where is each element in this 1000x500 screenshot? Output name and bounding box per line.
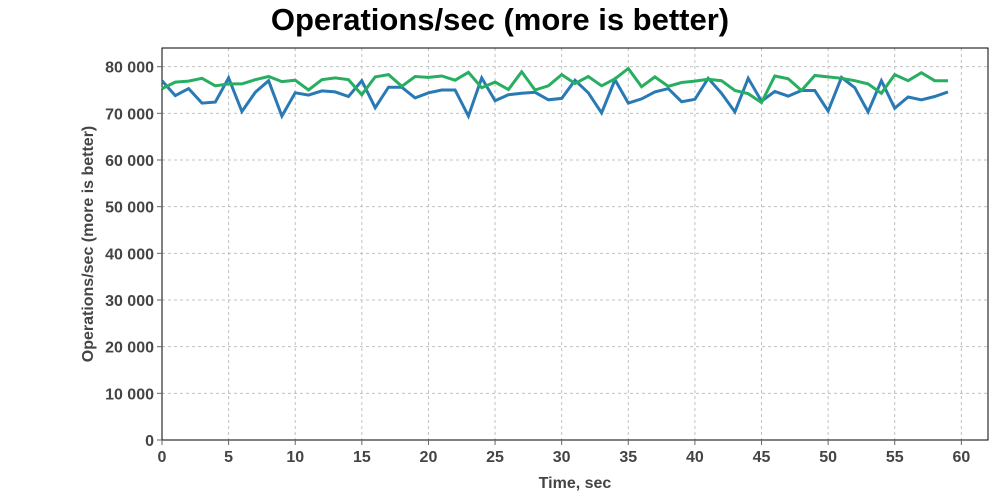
y-tick-label: 70 000 (105, 106, 154, 123)
y-tick-label: 60 000 (105, 153, 154, 170)
x-tick-label: 60 (952, 449, 970, 466)
x-tick-label: 50 (819, 449, 837, 466)
y-tick-label: 0 (145, 433, 154, 450)
y-tick-label: 20 000 (105, 340, 154, 357)
y-tick-label: 10 000 (105, 386, 154, 403)
y-tick-label: 80 000 (105, 60, 154, 77)
x-tick-label: 20 (420, 449, 438, 466)
x-tick-label: 10 (286, 449, 304, 466)
y-tick-label: 40 000 (105, 246, 154, 263)
x-tick-label: 0 (158, 449, 167, 466)
x-tick-label: 30 (553, 449, 571, 466)
x-tick-label: 15 (353, 449, 371, 466)
series-group (160, 66, 949, 120)
x-tick-label: 25 (486, 449, 504, 466)
axes: 0 10 000 20 000 30 000 40 000 50 000 60 000 70 … (105, 60, 970, 466)
y-tick-label: 30 000 (105, 293, 154, 310)
series-line-2 (161, 66, 948, 105)
x-tick-label: 5 (224, 449, 233, 466)
x-tick-label: 40 (686, 449, 704, 466)
x-tick-label: 35 (619, 449, 637, 466)
y-tick-label: 50 000 (105, 200, 154, 217)
series-line-1 (160, 74, 949, 120)
x-tick-label: 55 (886, 449, 904, 466)
y-axis-title: Operations/sec (more is better) (80, 126, 97, 363)
x-tick-label: 45 (753, 449, 771, 466)
x-axis-title: Time, sec (539, 475, 612, 492)
chart-title: Operations/sec (more is better) (270, 2, 730, 37)
plot-area (161, 47, 989, 441)
